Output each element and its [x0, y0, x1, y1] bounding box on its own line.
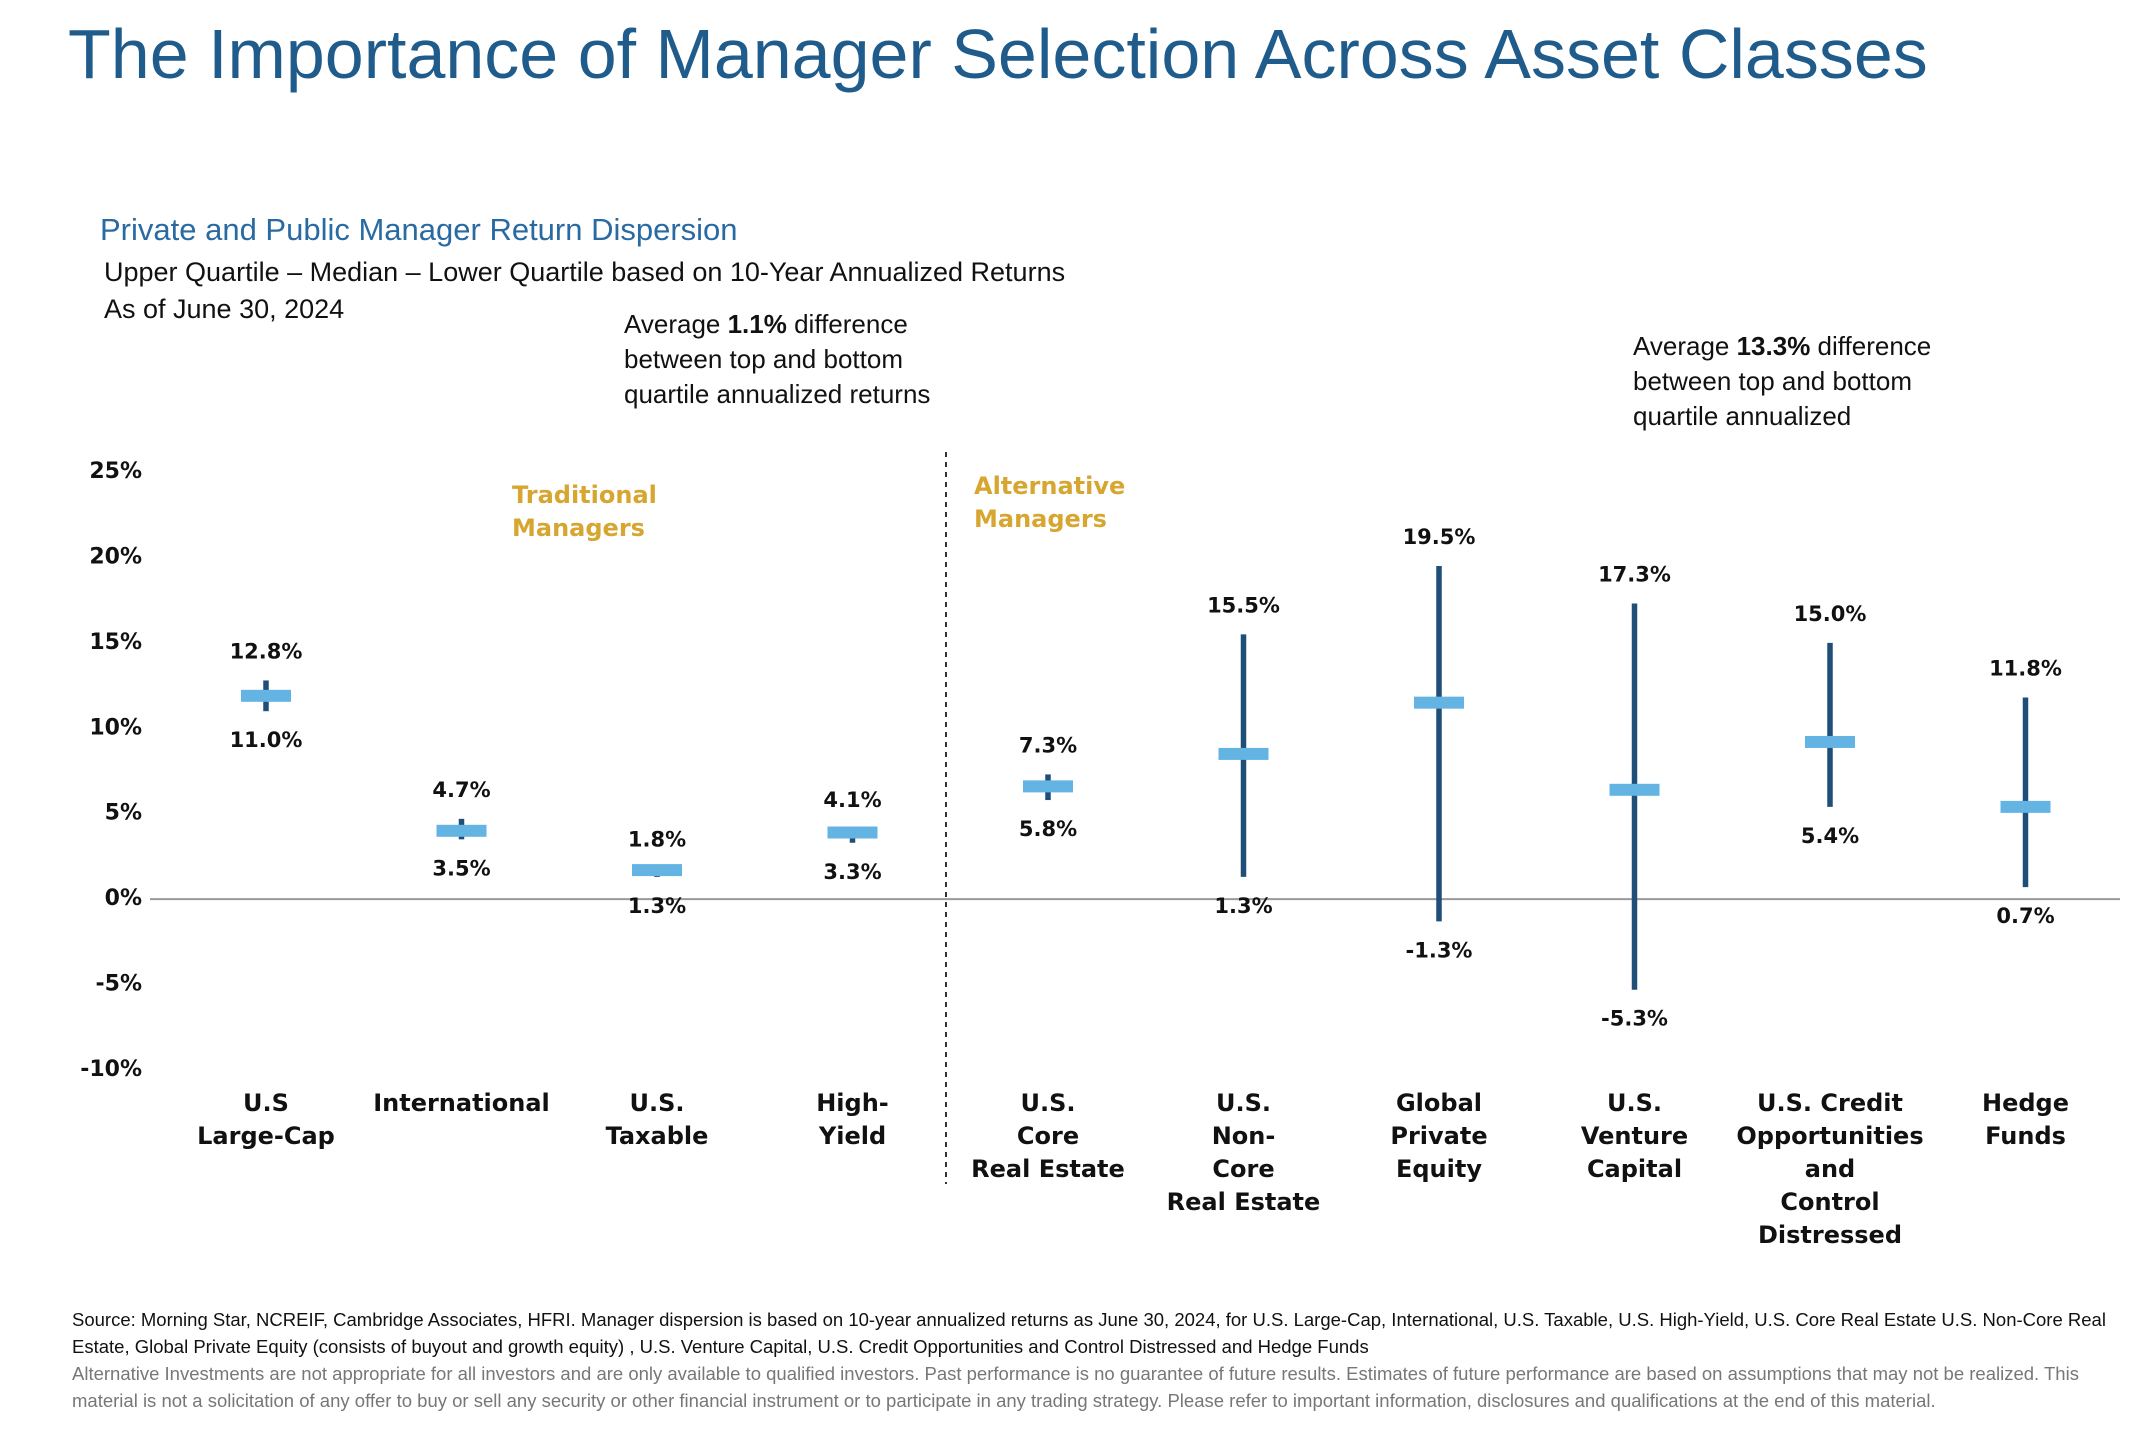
- x-tick-label: Non-: [1212, 1122, 1276, 1150]
- y-tick-label: -5%: [96, 972, 142, 997]
- median-marker: [1609, 783, 1660, 796]
- lower-value-label: 5.4%: [1801, 824, 1859, 848]
- group-label: Traditional: [512, 481, 657, 509]
- x-tick-label: Real Estate: [1167, 1188, 1321, 1216]
- upper-value-label: 12.8%: [230, 639, 303, 663]
- source-note: Source: Morning Star, NCREIF, Cambridge …: [72, 1309, 2106, 1357]
- upper-value-label: 4.7%: [432, 778, 490, 802]
- chart: 25% 20% 15% 10% 5% 0% -5% -10% Traditional Manage…: [80, 452, 2120, 1249]
- group-label: Alternative: [974, 472, 1125, 500]
- x-tick-label: Capital: [1587, 1155, 1682, 1183]
- x-tick-label: Hedge: [1982, 1089, 2069, 1117]
- x-tick-label: Venture: [1581, 1122, 1688, 1150]
- x-tick-label: U.S.: [1607, 1089, 1662, 1117]
- y-tick-label: 10%: [89, 715, 142, 740]
- upper-value-label: 11.8%: [1989, 657, 2062, 681]
- lower-value-label: 3.5%: [432, 856, 490, 880]
- x-tick-label: Opportunities: [1736, 1122, 1923, 1150]
- lower-value-label: 3.3%: [823, 860, 881, 884]
- x-tick-label: Real Estate: [971, 1155, 1125, 1183]
- x-tick-label: U.S.: [1020, 1089, 1075, 1117]
- x-tick-label: Taxable: [606, 1122, 709, 1150]
- median-marker: [1414, 696, 1464, 709]
- y-tick-label: 5%: [105, 801, 142, 826]
- y-tick-label: -10%: [80, 1057, 142, 1082]
- upper-value-label: 1.8%: [628, 827, 686, 851]
- lower-value-label: 0.7%: [1996, 904, 2054, 928]
- annotation: Average 1.1% difference between top and …: [624, 307, 954, 412]
- x-tick-label: Distressed: [1758, 1221, 1902, 1249]
- x-tick-label: Large-Cap: [197, 1122, 335, 1150]
- x-tick-label: Global: [1396, 1089, 1482, 1117]
- lower-value-label: -1.3%: [1406, 938, 1473, 962]
- x-tick-label: Yield: [818, 1122, 886, 1150]
- x-tick-label: U.S.: [1216, 1089, 1271, 1117]
- annotation: Average 13.3% difference between top and…: [1633, 329, 1963, 434]
- annotation-text: Average: [1633, 331, 1737, 361]
- y-tick-label: 20%: [89, 544, 142, 569]
- annotation-text: Average: [624, 309, 728, 339]
- median-marker: [436, 824, 487, 837]
- annotation-text: difference between top and bottom quarti…: [1633, 331, 1932, 431]
- x-tick-label: U.S. Credit: [1757, 1089, 1903, 1117]
- x-tick-label: and: [1805, 1155, 1855, 1183]
- median-marker: [1023, 780, 1073, 793]
- annotation-highlight: 1.1%: [727, 309, 787, 339]
- median-marker: [827, 826, 878, 839]
- median-marker: [1805, 735, 1855, 748]
- upper-value-label: 7.3%: [1019, 733, 1077, 757]
- x-tick-label: Core: [1212, 1155, 1274, 1183]
- y-tick-label: 25%: [89, 459, 142, 484]
- x-tick-label: Equity: [1396, 1155, 1482, 1183]
- lower-value-label: -5.3%: [1601, 1007, 1668, 1031]
- page-title: The Importance of Manager Selection Acro…: [68, 15, 1928, 93]
- x-tick-label: U.S.: [629, 1089, 684, 1117]
- date-note: As of June 30, 2024: [104, 294, 345, 324]
- upper-value-label: 15.5%: [1207, 593, 1280, 617]
- median-marker: [2000, 800, 2051, 813]
- lower-value-label: 1.3%: [628, 894, 686, 918]
- x-tick-label: U.S: [243, 1089, 289, 1117]
- x-tick-label: High-: [816, 1089, 889, 1117]
- upper-value-label: 15.0%: [1794, 602, 1867, 626]
- group-label: Managers: [974, 505, 1107, 533]
- y-tick-label: 15%: [89, 630, 142, 655]
- lower-value-label: 1.3%: [1214, 894, 1272, 918]
- y-tick-label: 0%: [105, 886, 142, 911]
- upper-value-label: 17.3%: [1598, 563, 1671, 587]
- group-label: Managers: [512, 514, 645, 542]
- x-tick-label: Private: [1390, 1122, 1487, 1150]
- median-marker: [241, 689, 291, 702]
- chart-subtitle: Private and Public Manager Return Disper…: [100, 212, 738, 247]
- annotation-text: difference between top and bottom quarti…: [624, 309, 931, 409]
- x-tick-label: Funds: [1985, 1122, 2066, 1150]
- annotation-highlight: 13.3%: [1736, 331, 1811, 361]
- chart-description: Upper Quartile – Median – Lower Quartile…: [104, 257, 1066, 287]
- disclaimer: Alternative Investments are not appropri…: [72, 1363, 2079, 1411]
- lower-value-label: 11.0%: [230, 728, 303, 752]
- median-marker: [632, 864, 682, 877]
- upper-value-label: 19.5%: [1403, 525, 1476, 549]
- lower-value-label: 5.8%: [1019, 817, 1077, 841]
- x-tick-label: International: [373, 1089, 550, 1117]
- upper-value-label: 4.1%: [823, 788, 881, 812]
- x-tick-label: Core: [1017, 1122, 1079, 1150]
- x-tick-label: Control: [1780, 1188, 1879, 1216]
- median-marker: [1218, 747, 1269, 760]
